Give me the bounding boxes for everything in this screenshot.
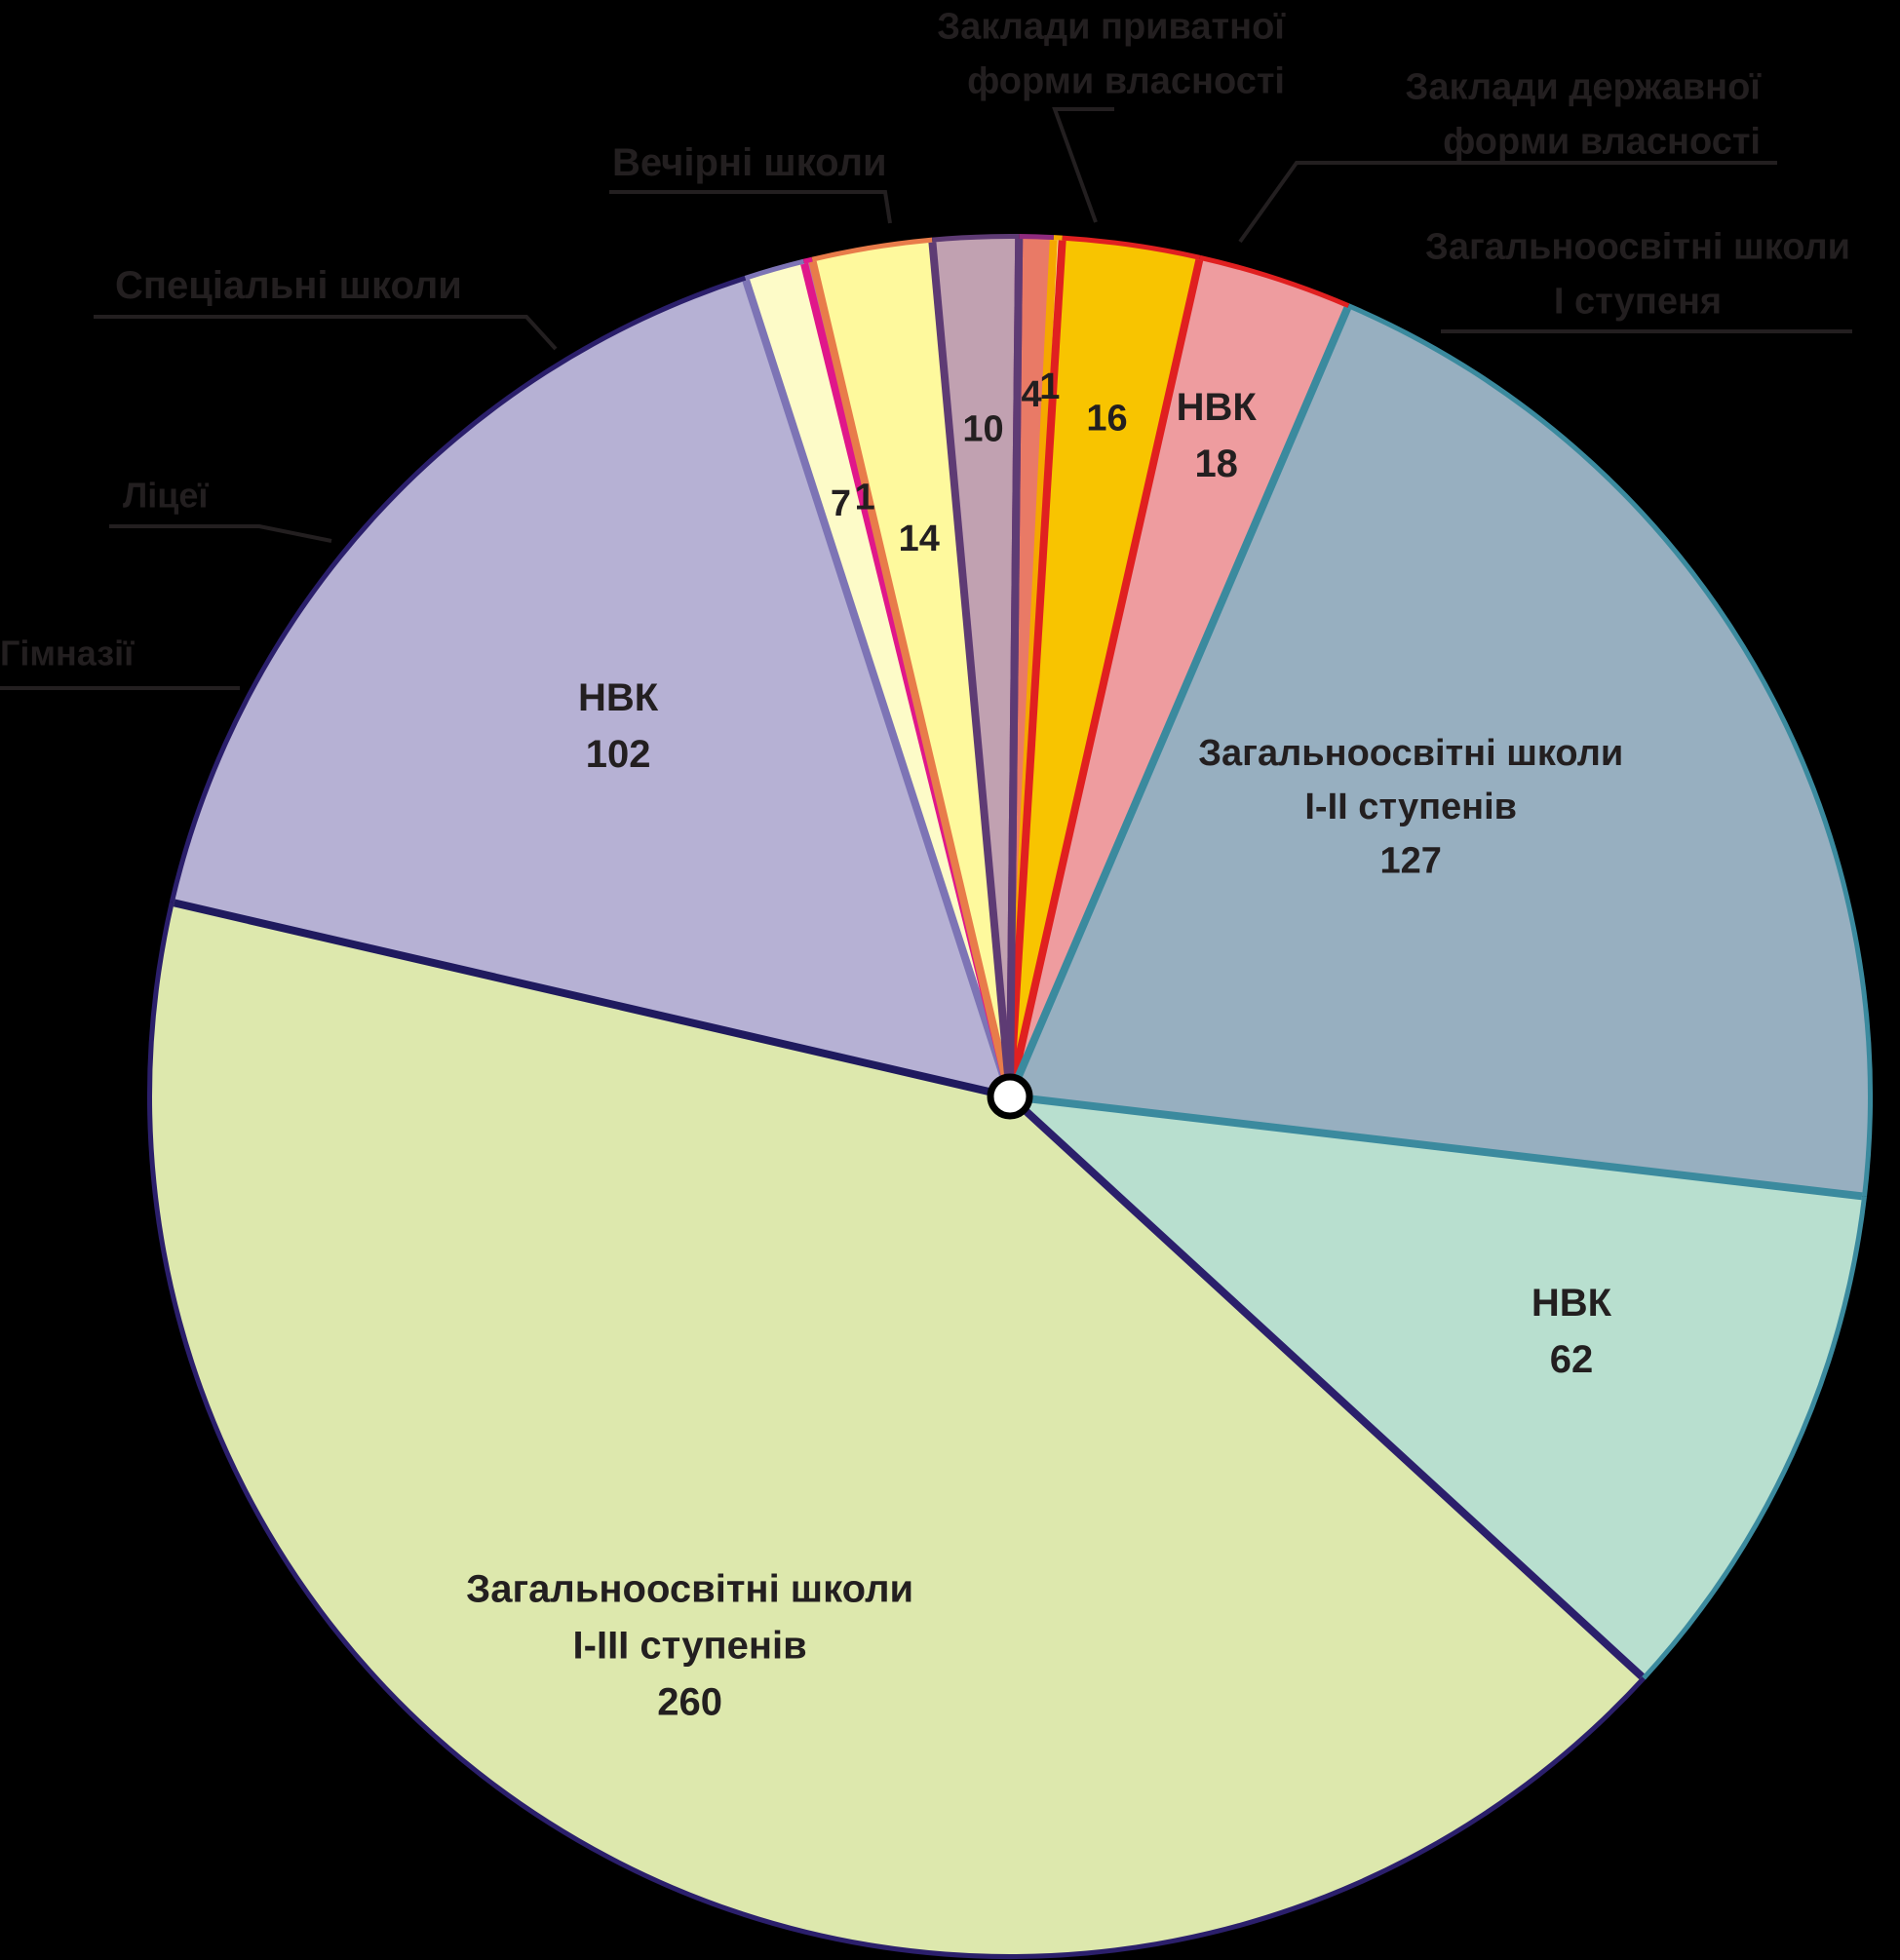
callout-label: Ліцеї <box>123 476 209 516</box>
slice-value-label: 62 <box>1550 1338 1594 1381</box>
slice-name-label: I-III ступенів <box>573 1625 807 1668</box>
pie-slice-divider <box>742 279 1014 1098</box>
pie-slice <box>151 903 1643 1954</box>
callout-label: Заклади приватної <box>937 6 1286 47</box>
slice-name-label: Загальноосвітні школи <box>1198 733 1623 774</box>
callout-leader-line <box>109 524 332 543</box>
pie-slice-divider <box>1007 1094 1645 1680</box>
pie-slice <box>1010 1096 1863 1677</box>
callout-label: Гімназії <box>0 634 135 673</box>
slice-value-label: 127 <box>1380 840 1442 881</box>
callout-label: Заклади державної <box>1406 66 1763 107</box>
slice-value-label: 102 <box>586 733 651 776</box>
pie-slice-divider <box>1009 1093 1863 1201</box>
callout-leader-line <box>609 190 892 224</box>
callout-label: I ступеня <box>1554 281 1722 322</box>
pie-slice <box>1010 307 1868 1197</box>
callout-label: Загальноосвітні школи <box>1425 226 1850 267</box>
pie-slice-divider <box>1006 239 1024 1097</box>
callout-leader-line <box>94 315 558 351</box>
slice-name-label: I-II ступенів <box>1304 787 1517 827</box>
slice-name-label: НВК <box>1177 386 1258 429</box>
callout-label: форми власності <box>967 60 1285 101</box>
callout-leader-line <box>1238 161 1777 244</box>
slice-name-label: Загальноосвітні школи <box>466 1568 913 1611</box>
pie-slice-divider <box>928 242 1014 1097</box>
pie-slice-divider <box>1006 306 1351 1098</box>
pie-slice-divider <box>1006 258 1204 1097</box>
pie-center-dot <box>987 1073 1033 1120</box>
pie-slice <box>1010 259 1348 1096</box>
slice-value-label: 7 <box>831 483 851 524</box>
pie-slice-divider <box>1006 240 1066 1097</box>
slice-value-label: 1 <box>855 477 875 518</box>
slice-value-label: 1 <box>1039 366 1060 407</box>
slice-value-label: 4 <box>1022 374 1042 415</box>
slice-value-label: 10 <box>962 408 1003 449</box>
slice-value-label: 18 <box>1194 442 1238 485</box>
pie-slice <box>174 280 1010 1096</box>
slice-name-label: НВК <box>1532 1282 1612 1325</box>
callout-label: Вечірні школи <box>612 141 887 184</box>
slice-value-label: 260 <box>657 1681 722 1724</box>
pie-slice-divider <box>808 260 1014 1097</box>
callout-label: Спеціальні школи <box>115 264 462 307</box>
slice-value-label: 14 <box>899 519 940 559</box>
pie-slice-divider <box>173 899 1011 1100</box>
slice-value-label: 16 <box>1086 398 1127 439</box>
callout-leader-line <box>1052 107 1114 223</box>
callout-label: форми власності <box>1443 121 1761 162</box>
slice-name-label: НВК <box>578 676 659 719</box>
